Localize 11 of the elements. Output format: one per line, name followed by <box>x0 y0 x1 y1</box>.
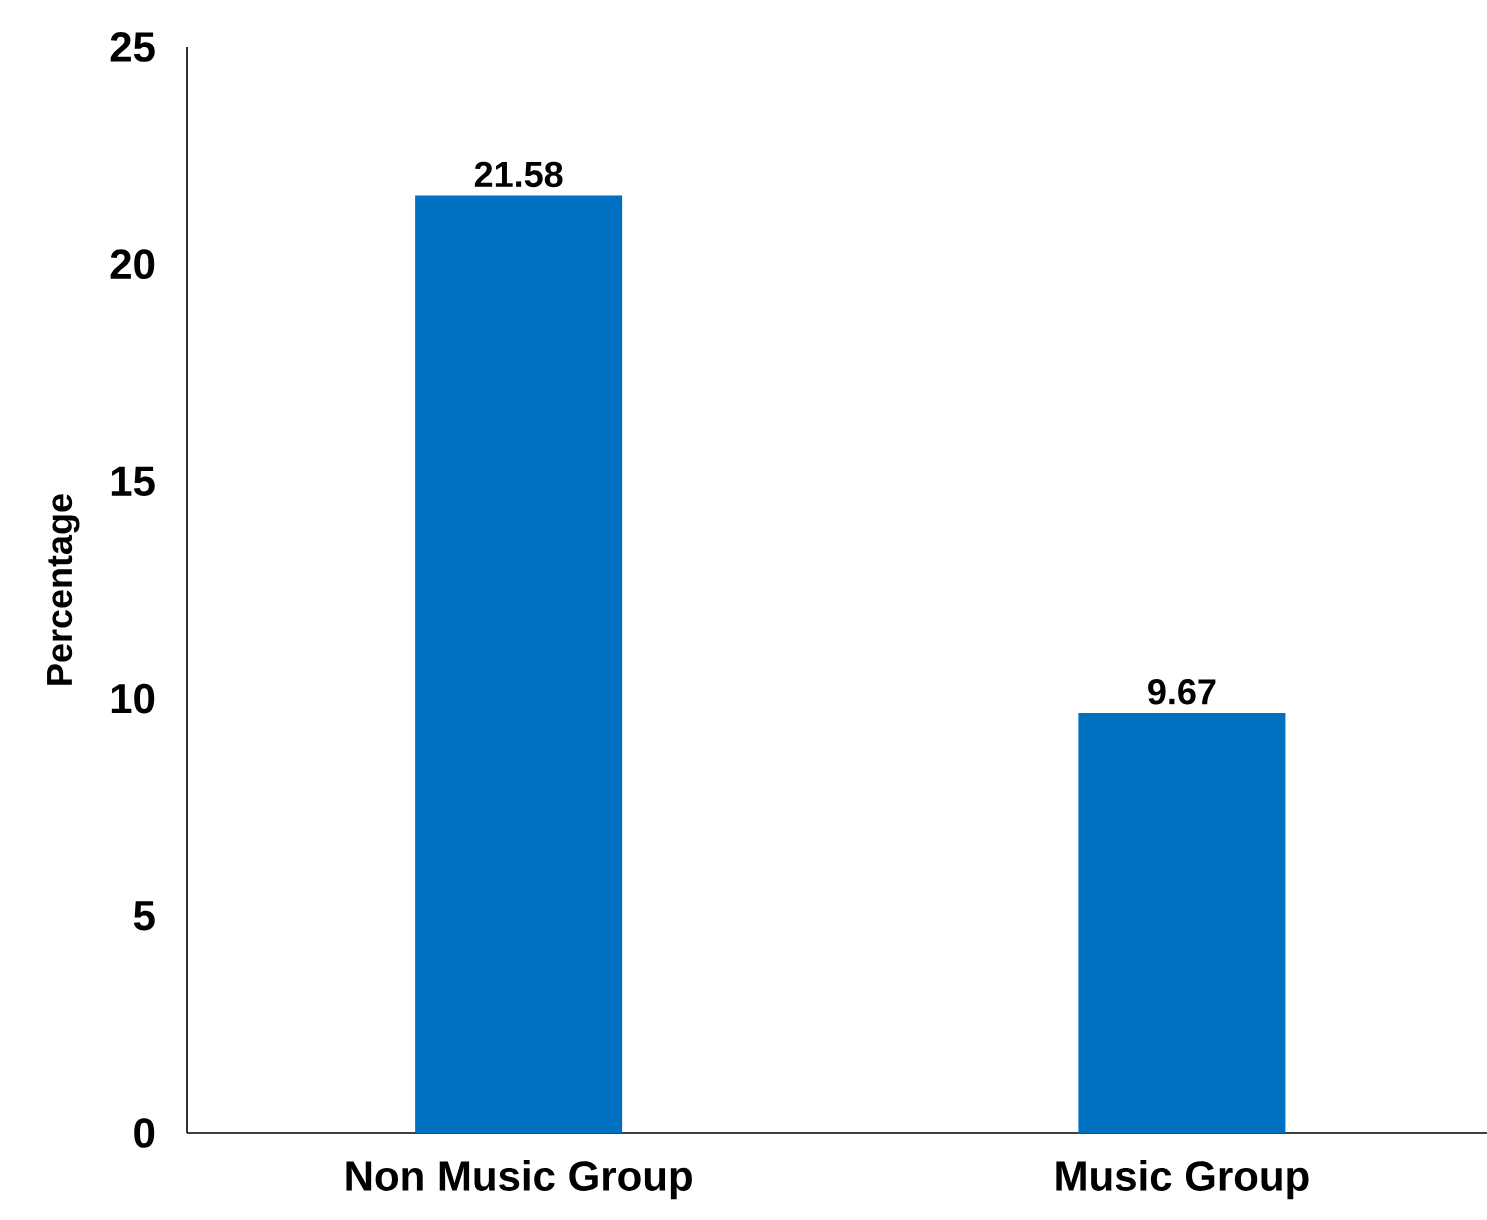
y-axis-title: Percentage <box>47 494 80 685</box>
x-tick-label: Non Music Group <box>346 1160 692 1200</box>
data-label: 9.67 <box>1148 679 1216 705</box>
y-tick-label: 15 <box>111 466 155 497</box>
y-tick-label: 5 <box>133 901 155 931</box>
y-tick-label: 0 <box>134 1118 155 1148</box>
y-tick-label: 10 <box>111 683 155 714</box>
data-label: 21.58 <box>474 161 563 188</box>
x-tick-label: Music Group <box>1056 1160 1309 1200</box>
y-tick-label: 25 <box>110 32 155 62</box>
y-tick-label: 20 <box>110 249 155 280</box>
